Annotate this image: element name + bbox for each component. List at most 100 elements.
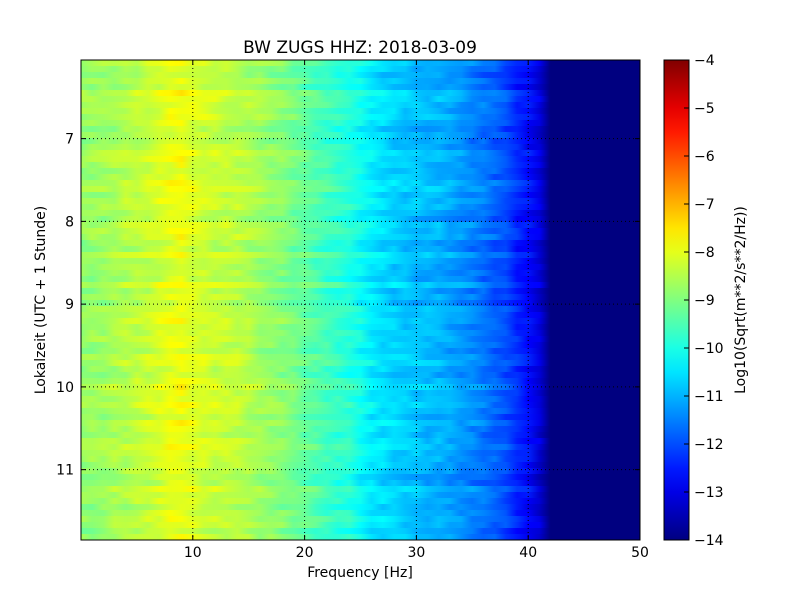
heatmap-row <box>81 234 640 241</box>
heatmap-row <box>81 318 640 325</box>
heatmap-row <box>81 324 640 331</box>
y-tick-label: 8 <box>65 214 74 230</box>
x-tick-label: 30 <box>407 545 425 561</box>
heatmap-row <box>81 516 640 523</box>
heatmap-row <box>81 72 640 79</box>
heatmap-row <box>81 264 640 271</box>
colorbar-tick-label: −8 <box>694 245 715 261</box>
heatmap-row <box>81 510 640 517</box>
heatmap-row <box>81 78 640 85</box>
heatmap-row <box>81 408 640 415</box>
chart-title: BW ZUGS HHZ: 2018-03-09 <box>243 38 477 58</box>
heatmap-row <box>81 90 640 97</box>
heatmap-row <box>81 102 640 109</box>
heatmap-row <box>81 312 640 319</box>
heatmap-row <box>81 216 640 223</box>
heatmap-row <box>81 180 640 187</box>
x-tick-label: 10 <box>184 545 202 561</box>
heatmap-row <box>81 426 640 433</box>
heatmap-row <box>81 492 640 499</box>
heatmap-row <box>81 474 640 481</box>
heatmap-row <box>81 246 640 253</box>
heatmap-row <box>81 120 640 127</box>
heatmap-row <box>81 282 640 289</box>
heatmap-row <box>81 186 640 193</box>
colorbar-tick-label: −6 <box>694 149 715 165</box>
y-tick-label: 10 <box>56 380 74 396</box>
heatmap-row <box>81 294 640 301</box>
heatmap-row <box>81 498 640 505</box>
heatmap-row <box>81 504 640 511</box>
colorbar-tick-label: −12 <box>694 437 724 453</box>
heatmap-row <box>81 240 640 247</box>
colorbar-tick-label: −5 <box>694 101 715 117</box>
heatmap-row <box>81 396 640 403</box>
heatmap-row <box>81 204 640 211</box>
heatmap-row <box>81 456 640 463</box>
heatmap-row <box>81 402 640 409</box>
colorbar-tick-label: −13 <box>694 485 724 501</box>
x-axis-label: Frequency [Hz] <box>307 565 413 581</box>
heatmap-row <box>81 390 640 397</box>
heatmap-row <box>81 342 640 349</box>
plot-frame <box>80 59 641 541</box>
heatmap-row <box>81 450 640 457</box>
heatmap-row <box>81 252 640 259</box>
heatmap-row <box>81 114 640 121</box>
heatmap-row <box>81 126 640 133</box>
colorbar-tick-label: −9 <box>694 293 715 309</box>
heatmap-row <box>81 228 640 235</box>
x-tick-label: 50 <box>631 545 649 561</box>
colorbar-tick-label: −7 <box>694 197 715 213</box>
heatmap-row <box>81 378 640 385</box>
heatmap-row <box>81 468 640 475</box>
heatmap-row <box>81 198 640 205</box>
heatmap-row <box>81 222 640 229</box>
x-tick-label: 40 <box>519 545 537 561</box>
heatmap-row <box>81 420 640 427</box>
heatmap-row <box>81 522 640 529</box>
heatmap-row <box>81 300 640 307</box>
heatmap-row <box>81 414 640 421</box>
heatmap-row <box>81 330 640 337</box>
heatmap-row <box>81 366 640 373</box>
heatmap-row <box>81 444 640 451</box>
heatmap-row <box>81 276 640 283</box>
y-tick-label: 9 <box>65 297 74 313</box>
heatmap-row <box>81 138 640 145</box>
heatmap-row <box>81 162 640 169</box>
heatmap-row <box>81 174 640 181</box>
heatmap-row <box>81 192 640 199</box>
y-axis-ticks: 7 8 9 10 11 <box>56 132 640 479</box>
heatmap-row <box>81 270 640 277</box>
heatmap-row <box>81 210 640 217</box>
heatmap-row <box>81 288 640 295</box>
spectrogram-heatmap <box>81 60 640 540</box>
heatmap-row <box>81 84 640 91</box>
colorbar-tick-label: −10 <box>694 341 724 357</box>
x-axis-ticks: 10 20 30 40 50 <box>184 60 649 561</box>
heatmap-row <box>81 144 640 151</box>
colorbar-ticks: −4 −5 −6 −7 −8 −9 −10 −11 −12 −13 −14 <box>684 53 724 549</box>
heatmap-row <box>81 60 640 67</box>
heatmap-row <box>81 96 640 103</box>
colorbar-label: Log10(Sqrt(m**2/s**2/Hz)) <box>733 206 749 394</box>
grid-lines <box>81 60 640 540</box>
heatmap-row <box>81 336 640 343</box>
heatmap-row <box>81 66 640 73</box>
heatmap-row <box>81 486 640 493</box>
heatmap-row <box>81 168 640 175</box>
heatmap-row <box>81 534 640 540</box>
heatmap-row <box>81 132 640 139</box>
heatmap-row <box>81 150 640 157</box>
heatmap-row <box>81 258 640 265</box>
heatmap-row <box>81 108 640 115</box>
heatmap-row <box>81 360 640 367</box>
heatmap-row <box>81 354 640 361</box>
x-tick-label: 20 <box>296 545 314 561</box>
heatmap-row <box>81 348 640 355</box>
colorbar-tick-label: −14 <box>694 533 724 549</box>
y-tick-label: 7 <box>65 132 74 148</box>
heatmap-row <box>81 438 640 445</box>
colorbar-tick-label: −4 <box>694 53 715 69</box>
